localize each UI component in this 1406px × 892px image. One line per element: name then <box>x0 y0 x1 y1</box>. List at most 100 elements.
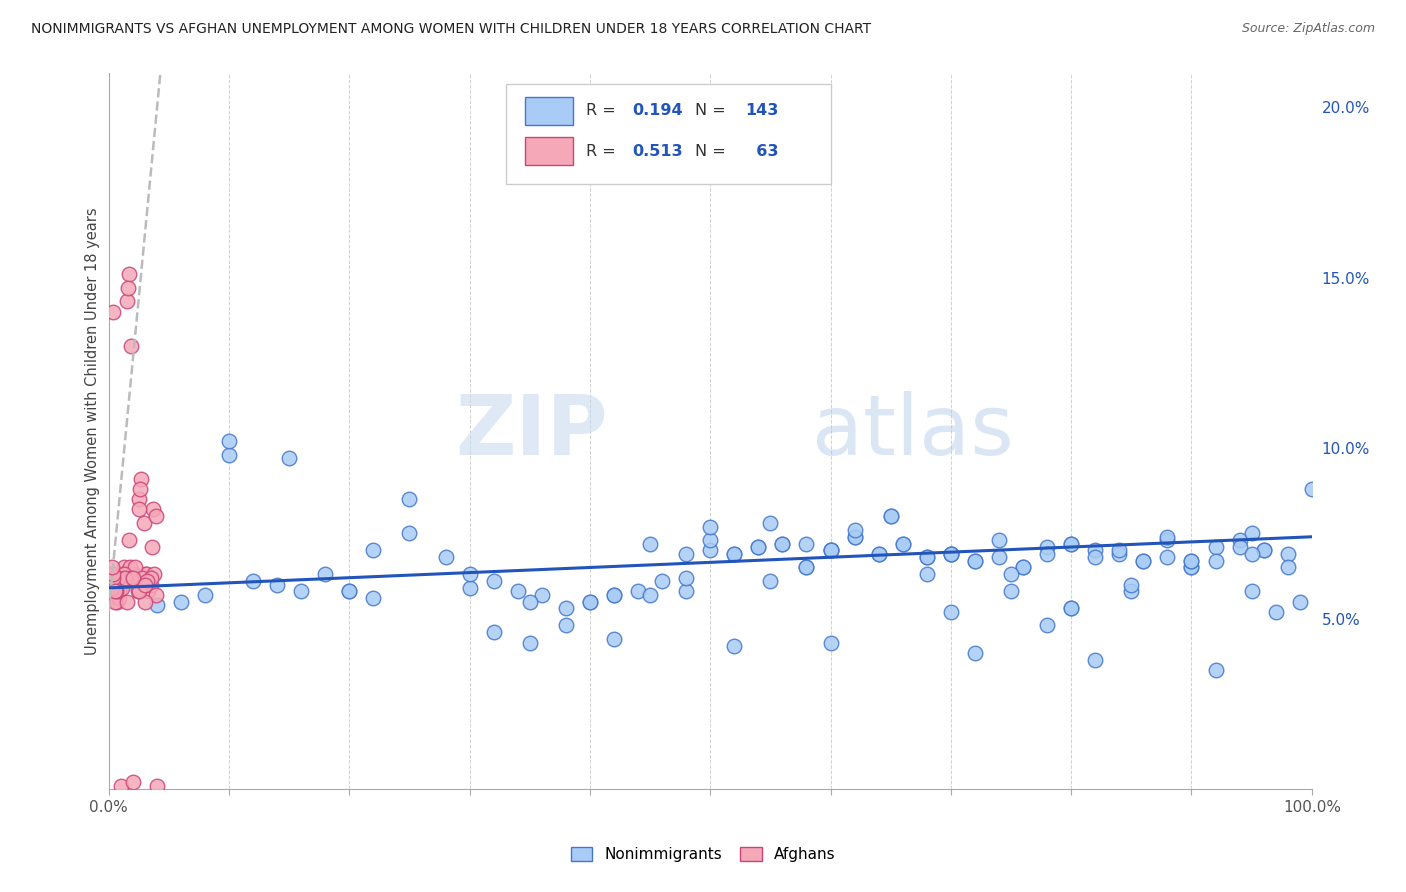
Point <box>1180 554 1202 568</box>
Point <box>603 588 626 602</box>
Point <box>108 591 131 606</box>
Point <box>218 448 240 462</box>
Point <box>266 577 288 591</box>
Point <box>1132 554 1154 568</box>
Point <box>139 571 162 585</box>
Point <box>118 267 141 281</box>
Point <box>125 574 148 588</box>
Point <box>1084 652 1107 666</box>
Point <box>1205 663 1227 677</box>
Point <box>115 594 138 608</box>
Point <box>963 646 986 660</box>
Point <box>1060 601 1083 615</box>
Point <box>675 547 697 561</box>
Point <box>107 571 129 585</box>
Point <box>121 775 143 789</box>
Point <box>124 560 146 574</box>
Point <box>603 588 626 602</box>
Point <box>142 502 165 516</box>
Point <box>579 594 602 608</box>
Point <box>988 533 1011 548</box>
Point <box>482 625 505 640</box>
Point <box>1253 543 1275 558</box>
Point <box>1121 577 1143 591</box>
Point <box>1036 618 1059 632</box>
Text: NONIMMIGRANTS VS AFGHAN UNEMPLOYMENT AMONG WOMEN WITH CHILDREN UNDER 18 YEARS CO: NONIMMIGRANTS VS AFGHAN UNEMPLOYMENT AMO… <box>31 22 872 37</box>
Point <box>554 618 576 632</box>
Point <box>1156 533 1178 548</box>
Text: 0.194: 0.194 <box>633 103 683 119</box>
Point <box>458 567 481 582</box>
Point <box>104 584 127 599</box>
Point <box>115 294 138 309</box>
Point <box>868 547 890 561</box>
Point <box>723 547 745 561</box>
Point <box>759 516 782 530</box>
Point <box>891 536 914 550</box>
Point <box>337 584 360 599</box>
Point <box>103 304 125 318</box>
Point <box>1264 605 1286 619</box>
Point <box>747 540 769 554</box>
Point <box>1132 554 1154 568</box>
Point <box>105 577 128 591</box>
Point <box>1180 560 1202 574</box>
Point <box>770 536 793 550</box>
Y-axis label: Unemployment Among Women with Children Under 18 years: Unemployment Among Women with Children U… <box>86 207 100 655</box>
Point <box>1108 547 1130 561</box>
Point <box>1288 594 1310 608</box>
Point <box>651 574 673 588</box>
Point <box>101 581 124 595</box>
Point <box>398 526 420 541</box>
Point <box>844 523 866 537</box>
Legend: Nonimmigrants, Afghans: Nonimmigrants, Afghans <box>564 840 842 868</box>
Point <box>820 543 842 558</box>
Point <box>820 635 842 649</box>
Point <box>844 530 866 544</box>
Point <box>699 519 721 533</box>
Point <box>675 571 697 585</box>
Point <box>170 594 193 608</box>
Point <box>135 567 157 582</box>
Point <box>1240 547 1263 561</box>
Point <box>1277 560 1299 574</box>
Point <box>120 560 142 574</box>
Point <box>1121 584 1143 599</box>
Point <box>519 594 541 608</box>
Point <box>1301 482 1323 496</box>
Point <box>530 588 553 602</box>
Point <box>638 536 661 550</box>
Point <box>939 605 962 619</box>
Text: N =: N = <box>695 103 731 119</box>
Point <box>1156 530 1178 544</box>
Point <box>1000 567 1022 582</box>
Point <box>1060 536 1083 550</box>
Point <box>111 577 134 591</box>
Point <box>1084 543 1107 558</box>
Point <box>363 591 385 606</box>
Point <box>759 574 782 588</box>
Point <box>145 509 167 524</box>
Point <box>129 581 152 595</box>
Point <box>103 577 125 591</box>
Point <box>139 577 162 591</box>
Point <box>1240 526 1263 541</box>
FancyBboxPatch shape <box>506 84 831 184</box>
Point <box>1229 533 1251 548</box>
Point <box>114 571 136 585</box>
Point <box>820 543 842 558</box>
Point <box>138 584 160 599</box>
Point <box>278 451 301 466</box>
Point <box>482 574 505 588</box>
Point <box>1000 584 1022 599</box>
Point <box>145 779 167 793</box>
Point <box>104 584 127 599</box>
Text: Source: ZipAtlas.com: Source: ZipAtlas.com <box>1241 22 1375 36</box>
Point <box>194 588 217 602</box>
Point <box>101 581 124 595</box>
Point <box>128 584 150 599</box>
Point <box>915 550 938 565</box>
Point <box>1084 550 1107 565</box>
Point <box>145 598 167 612</box>
Point <box>115 571 138 585</box>
